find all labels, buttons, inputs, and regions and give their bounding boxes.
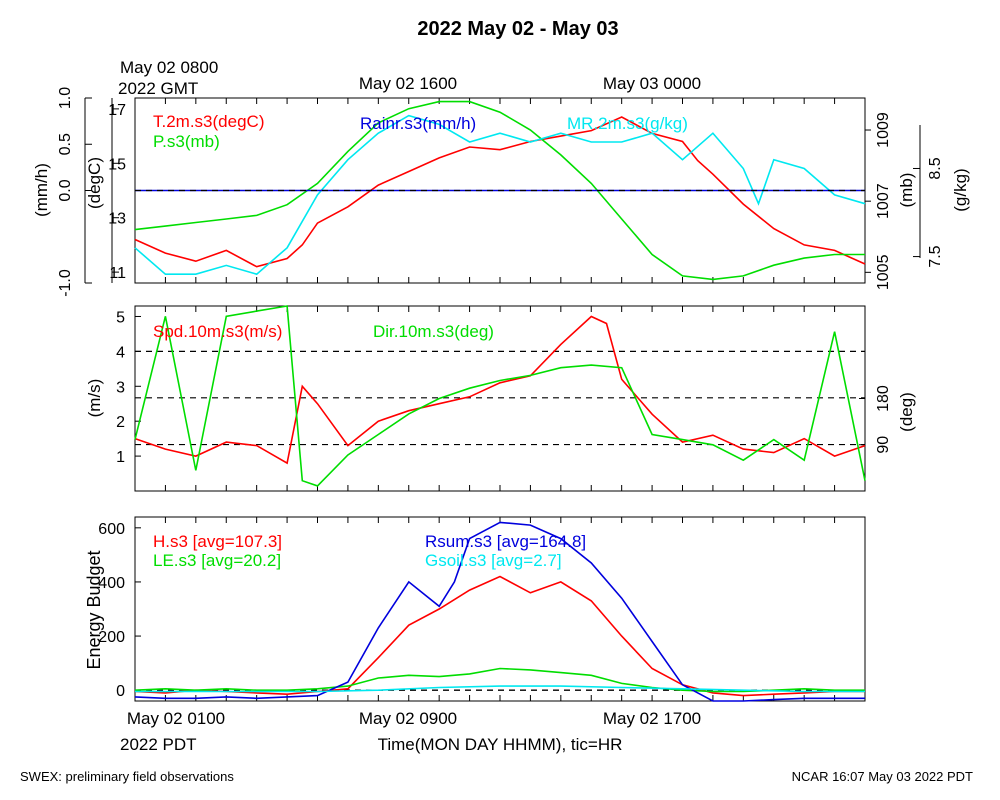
temp-axis-tick-label: 11	[109, 265, 126, 282]
series-line	[135, 685, 865, 693]
pressure-axis-tick-label: 1007	[875, 183, 892, 219]
bottom-panel: 0 200 400 600 Energy Budget H.s3 [avg=107.3]L…	[84, 517, 865, 754]
energy-axis-tick-label: 400	[98, 575, 125, 592]
x-tick-label: 2022 PDT	[120, 735, 197, 754]
speed-axis-tick-label: 4	[116, 344, 125, 361]
speed-axis-tick-label: 2	[116, 414, 125, 431]
x-tick-label: May 02 1700	[603, 709, 701, 728]
legend-entry: Rainr.s3(mm/h)	[360, 114, 476, 133]
pressure-axis-title: (mb)	[897, 173, 916, 208]
legend-entry: P.s3(mb)	[153, 132, 220, 151]
top-panel: May 02 0800 2022 GMT May 02 1600 May 03 000…	[32, 58, 970, 297]
temp-axis-tick-label: 15	[108, 156, 126, 173]
middle-panel: 5 4 3 2 1 (m/s) 180 90 (deg) Spd.10m.s3(m/s) Dir.1…	[85, 305, 916, 491]
direction-axis-tick-label: 180	[875, 385, 892, 412]
rain-axis-tick-label: 0.5	[57, 133, 74, 155]
x-tick-label: May 02 0100	[127, 709, 225, 728]
speed-axis-tick-label: 3	[116, 379, 125, 396]
top-time-label: May 02 0800	[120, 58, 218, 77]
series-line	[134, 305, 866, 487]
direction-axis-title: (deg)	[897, 392, 916, 432]
series-line	[134, 575, 865, 697]
energy-axis-tick-label: 200	[98, 629, 125, 646]
speed-axis-tick-label: 5	[116, 309, 125, 326]
temp-axis-tick-label: 13	[108, 211, 126, 228]
legend-entry: T.2m.s3(degC)	[153, 112, 264, 131]
x-axis-title: Time(MON DAY HHMM), tic=HR	[378, 735, 623, 754]
mixing-axis-tick-label: 7.5	[927, 245, 944, 267]
pressure-axis-tick-label: 1005	[875, 254, 892, 290]
speed-axis-tick-label: 1	[116, 449, 125, 466]
rain-axis-tick-label: -1.0	[57, 269, 74, 297]
footer-timestamp: NCAR 16:07 May 03 2022 PDT	[792, 769, 973, 784]
rain-axis-tick-label: 0.0	[57, 179, 74, 201]
chart-title: 2022 May 02 - May 03	[417, 18, 618, 40]
legend-entry: LE.s3 [avg=20.2]	[153, 551, 281, 570]
energy-axis-tick-label: 0	[116, 683, 125, 700]
series-line	[134, 521, 865, 702]
rain-axis-tick-label: 1.0	[57, 87, 74, 109]
series-line	[134, 116, 866, 268]
energy-axis-tick-label: 600	[98, 521, 125, 538]
mixing-axis-title: (g/kg)	[951, 168, 970, 211]
series-line	[134, 667, 865, 693]
speed-axis-title: (m/s)	[85, 379, 104, 418]
legend-entry: Spd.10m.s3(m/s)	[153, 322, 282, 341]
footer-note: SWEX: preliminary field observations	[20, 769, 234, 784]
energy-axis-title: Energy Budget	[84, 550, 104, 669]
legend-entry: Dir.10m.s3(deg)	[373, 322, 494, 341]
temp-axis-tick-label: 17	[108, 102, 126, 119]
legend-entry: H.s3 [avg=107.3]	[153, 532, 282, 551]
legend-entry: Rsum.s3 [avg=164.8]	[425, 532, 586, 551]
legend-entry: Gsoil.s3 [avg=2.7]	[425, 551, 562, 570]
series-line	[134, 315, 866, 465]
mixing-axis-tick-label: 8.5	[927, 157, 944, 179]
x-tick-label: May 02 0900	[359, 709, 457, 728]
legend-entry: MR.2m.s3(g/kg)	[567, 114, 688, 133]
series-line	[134, 100, 865, 281]
series-line	[134, 114, 866, 276]
top-time-label: May 02 1600	[359, 74, 457, 93]
direction-axis-tick-label: 90	[875, 436, 892, 454]
pressure-axis-tick-label: 1009	[875, 112, 892, 148]
rain-axis-title: (mm/h)	[32, 163, 51, 217]
temp-axis-title: (degC)	[85, 157, 104, 209]
top-time-label: 2022 GMT	[118, 79, 198, 98]
top-time-label: May 03 0000	[603, 74, 701, 93]
